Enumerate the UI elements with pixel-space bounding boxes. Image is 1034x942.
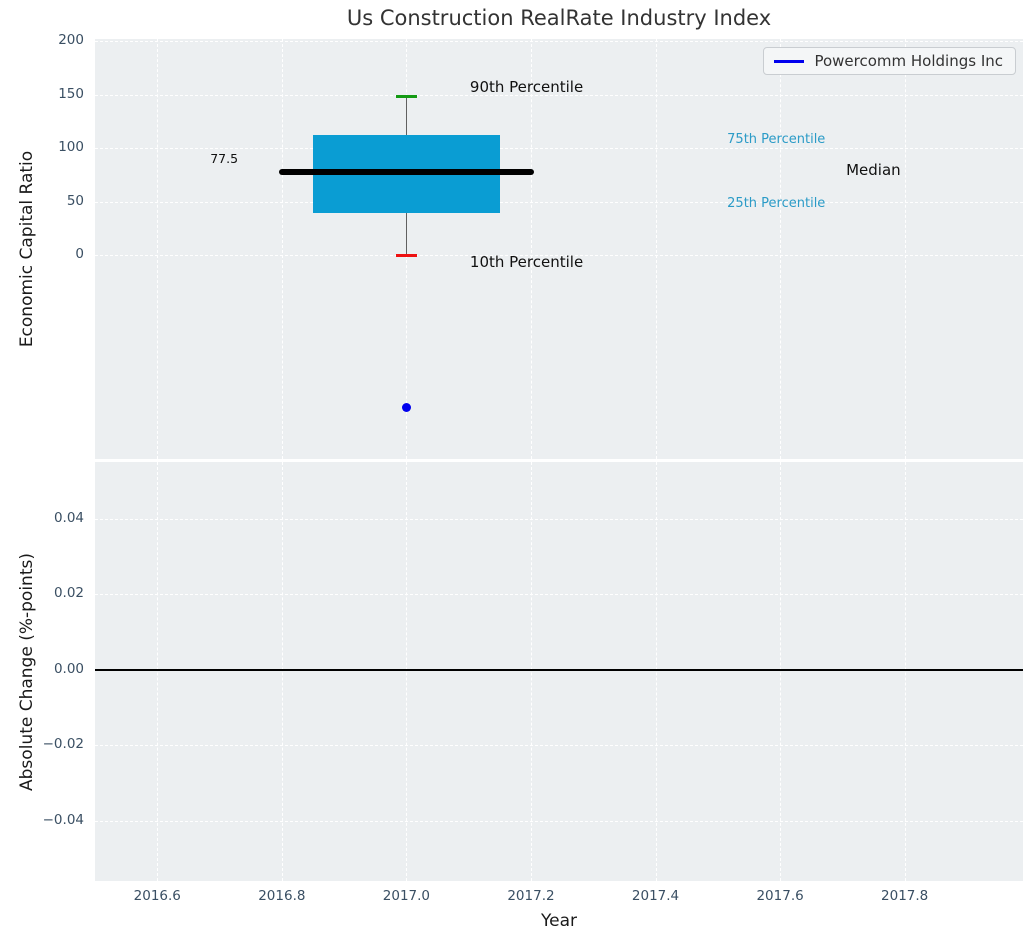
gridline-vertical xyxy=(406,462,408,881)
company-point xyxy=(401,403,411,413)
gridline-horizontal xyxy=(95,41,1023,43)
gridline-horizontal xyxy=(95,820,1023,822)
gridline-vertical xyxy=(904,462,906,881)
gridline-horizontal xyxy=(95,148,1023,150)
legend: Powercomm Holdings Inc xyxy=(763,47,1016,75)
chart-title: Us Construction RealRate Industry Index xyxy=(346,6,772,30)
gridline-vertical xyxy=(655,462,657,881)
gridline-vertical xyxy=(530,462,532,881)
y-tick-label: 50 xyxy=(66,192,84,209)
label-10th-percentile: 10th Percentile xyxy=(469,252,584,271)
y-axis-label-economic-capital-ratio: Economic Capital Ratio xyxy=(17,150,37,348)
gridline-vertical xyxy=(157,39,159,459)
label-25th-percentile: 25th Percentile xyxy=(727,195,826,211)
gridline-vertical xyxy=(904,39,906,459)
gridline-vertical xyxy=(406,39,408,459)
gridline-vertical xyxy=(655,39,657,459)
whisker-cap-90 xyxy=(395,94,417,98)
zero-line xyxy=(95,668,1023,671)
x-tick-label: 2017.0 xyxy=(382,888,431,904)
gridline-vertical xyxy=(530,39,532,459)
y-tick-label: 150 xyxy=(58,85,84,102)
y-tick-label: 0.02 xyxy=(53,585,84,602)
y-tick-label: −0.04 xyxy=(42,811,84,828)
label-median: Median xyxy=(846,160,901,179)
x-tick-label: 2017.8 xyxy=(881,888,929,904)
gridline-horizontal xyxy=(95,94,1023,96)
gridline-horizontal xyxy=(95,745,1023,747)
gridline-horizontal xyxy=(95,518,1023,520)
y-tick-label: 0 xyxy=(75,246,84,263)
y-tick-label: 0.04 xyxy=(53,509,84,526)
absolute-change-plot: 0.04 0.02 0.00 −0.02 −0.04 2016.6 2016.8 2017.0… xyxy=(43,462,1023,903)
x-tick-label: 2016.6 xyxy=(133,888,181,904)
gridline-vertical xyxy=(157,462,159,881)
y-tick-label: 100 xyxy=(58,139,84,156)
x-tick-label: 2017.6 xyxy=(756,888,804,904)
legend-series-label: Powercomm Holdings Inc xyxy=(814,52,1003,70)
x-tick-label: 2016.8 xyxy=(258,888,306,904)
y-tick-label: −0.02 xyxy=(42,736,84,753)
economic-capital-ratio-plot: 200 150 100 50 0 90th Percentile 10th Percenti… xyxy=(58,34,1023,459)
legend-line-sample xyxy=(774,59,805,63)
label-90th-percentile: 90th Percentile xyxy=(469,77,584,96)
gridline-vertical xyxy=(281,462,283,881)
gridline-vertical xyxy=(780,39,782,459)
median-line xyxy=(278,169,535,176)
gridline-horizontal xyxy=(95,594,1023,596)
label-median-value: 77.5 xyxy=(210,151,239,167)
gridline-horizontal xyxy=(95,255,1023,257)
x-tick-label: 2017.2 xyxy=(507,888,555,904)
whisker-cap-10 xyxy=(395,253,417,257)
gridline-vertical xyxy=(780,462,782,881)
label-75th-percentile: 75th Percentile xyxy=(727,131,826,147)
gridline-vertical xyxy=(281,39,283,459)
x-axis-label-year: Year xyxy=(541,911,577,931)
x-tick-label: 2017.4 xyxy=(631,888,680,904)
y-tick-label: 0.00 xyxy=(53,660,84,677)
y-axis-label-absolute-change: Absolute Change (%-points) xyxy=(17,553,37,791)
gridline-horizontal xyxy=(95,201,1023,203)
y-tick-label: 200 xyxy=(58,32,84,49)
